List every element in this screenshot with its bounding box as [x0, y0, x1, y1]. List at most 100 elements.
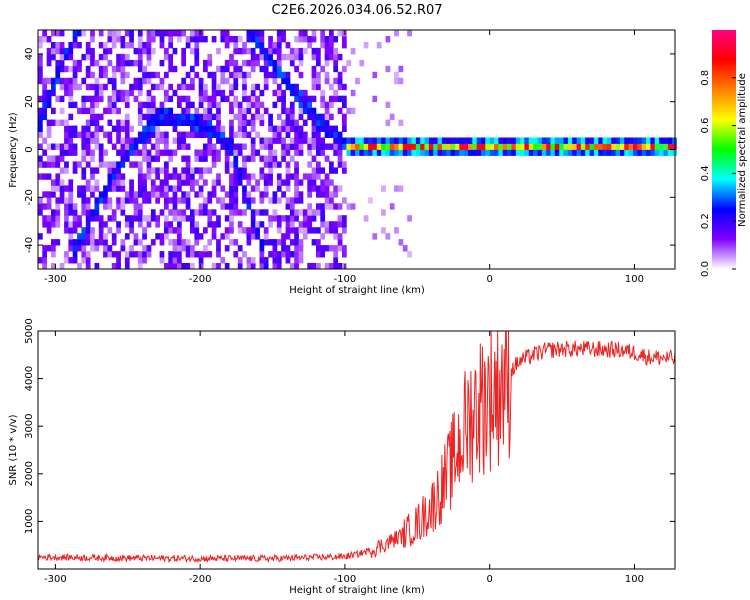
- heatmap-cell: [137, 161, 143, 168]
- heatmap-cell: [120, 245, 126, 252]
- heatmap-cell: [472, 143, 478, 150]
- heatmap-cell: [190, 263, 195, 270]
- heatmap-cell: [320, 191, 326, 198]
- heatmap-cell: [164, 233, 169, 240]
- heatmap-cell: [620, 137, 625, 144]
- heatmap-cell: [77, 161, 82, 168]
- heatmap-cell: [220, 125, 226, 132]
- heatmap-cell: [255, 221, 260, 228]
- heatmap-cell: [164, 227, 169, 234]
- heatmap-cell: [216, 155, 221, 162]
- heatmap-cell: [324, 42, 330, 49]
- heatmap-cell: [246, 203, 252, 210]
- heatmap-cell: [85, 257, 91, 264]
- heatmap-cell: [259, 119, 265, 126]
- heatmap-cell: [289, 119, 295, 126]
- heatmap-cell: [55, 185, 61, 192]
- heatmap-cell: [220, 257, 226, 264]
- heatmap-cell: [90, 185, 95, 192]
- heatmap-cell: [172, 245, 178, 252]
- heatmap-cell: [441, 137, 447, 144]
- heatmap-cell: [51, 179, 56, 186]
- heatmap-cell: [311, 125, 317, 132]
- heatmap-cell: [337, 203, 343, 210]
- heatmap-cell: [259, 239, 265, 246]
- heatmap-cell: [272, 137, 278, 144]
- heatmap-cell: [38, 203, 43, 210]
- heatmap-cell: [59, 42, 65, 49]
- heatmap-cell: [203, 227, 208, 234]
- heatmap-cell: [263, 227, 269, 234]
- heatmap-cell: [203, 83, 208, 91]
- heatmap-cell: [185, 42, 191, 49]
- heatmap-cell: [164, 53, 169, 61]
- heatmap-cell: [181, 137, 187, 144]
- heatmap-cell: [94, 95, 100, 103]
- heatmap-cell: [268, 137, 273, 144]
- heatmap-cell: [168, 197, 174, 204]
- heatmap-cell: [42, 203, 48, 210]
- heatmap-cell: [580, 143, 586, 150]
- heatmap-cell: [129, 179, 134, 186]
- heatmap-cell: [316, 59, 321, 67]
- heatmap-cell: [124, 149, 130, 156]
- heatmap-cell: [229, 161, 234, 168]
- heatmap-cell: [190, 125, 195, 132]
- heatmap-cell: [298, 36, 304, 43]
- heatmap-cell: [51, 53, 56, 61]
- heatmap-cell: [602, 137, 608, 144]
- heatmap-cell: [646, 143, 651, 150]
- heatmap-cell: [203, 179, 208, 186]
- heatmap-cell: [98, 239, 104, 246]
- y-tick-label: -20: [24, 189, 35, 205]
- heatmap-cell: [150, 36, 156, 43]
- heatmap-cell: [190, 30, 195, 37]
- heatmap-cell: [233, 77, 239, 85]
- heatmap-cell: [177, 197, 182, 204]
- heatmap-cell: [541, 149, 547, 156]
- heatmap-cell: [142, 155, 147, 162]
- heatmap-cell: [198, 233, 204, 240]
- heatmap-cell: [546, 143, 551, 150]
- heatmap-cell: [242, 173, 247, 180]
- heatmap-cell: [281, 143, 286, 150]
- heatmap-cell: [324, 179, 330, 186]
- heatmap-cell: [572, 149, 577, 156]
- heatmap-cell: [81, 137, 87, 144]
- heatmap-cell: [190, 167, 195, 174]
- heatmap-cell: [298, 137, 304, 144]
- heatmap-cell: [129, 191, 134, 198]
- heatmap-cell: [211, 71, 217, 79]
- heatmap-cell: [342, 227, 347, 234]
- heatmap-cell: [38, 173, 43, 180]
- heatmap-cell: [381, 227, 386, 234]
- heatmap-cell: [294, 197, 299, 204]
- heatmap-cell: [281, 77, 286, 85]
- heatmap-cell: [250, 209, 256, 216]
- heatmap-cell: [441, 143, 447, 150]
- heatmap-cell: [190, 173, 195, 180]
- heatmap-cell: [515, 143, 521, 150]
- heatmap-cell: [659, 143, 664, 150]
- heatmap-cell: [68, 149, 74, 156]
- heatmap-cell: [324, 77, 330, 85]
- heatmap-cell: [224, 42, 230, 49]
- heatmap-cell: [307, 95, 313, 103]
- heatmap-cell: [411, 149, 417, 156]
- heatmap-cell: [103, 83, 108, 91]
- heatmap-cell: [337, 77, 343, 85]
- heatmap-cell: [589, 143, 595, 150]
- heatmap-cell: [672, 143, 677, 150]
- heatmap-cell: [346, 137, 352, 144]
- heatmap-cell: [320, 245, 326, 252]
- heatmap-cell: [311, 263, 317, 270]
- heatmap-cell: [72, 36, 78, 43]
- heatmap-cell: [137, 173, 143, 180]
- heatmap-cell: [137, 83, 143, 91]
- heatmap-cell: [281, 179, 286, 186]
- heatmap-cell: [324, 125, 330, 132]
- heatmap-cell: [216, 149, 221, 156]
- heatmap-cell: [324, 71, 330, 79]
- heatmap-cell: [580, 149, 586, 156]
